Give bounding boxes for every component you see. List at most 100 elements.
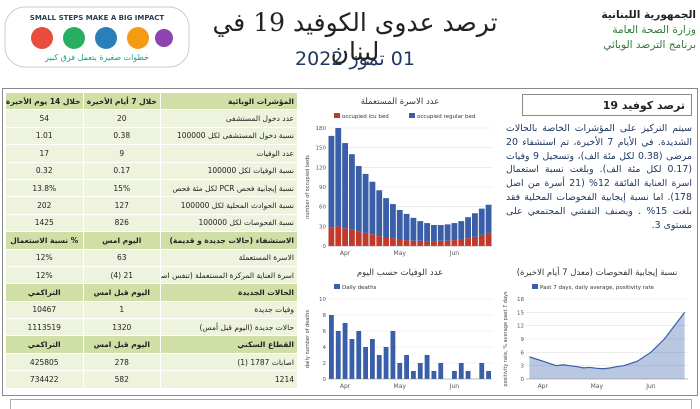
table-row: نسبة الوفيات لكل 100000 0.17 0.32 bbox=[5, 161, 298, 180]
legend-swatch bbox=[532, 284, 538, 289]
table-cell: اليوم امس bbox=[82, 231, 161, 250]
date: 01 تموز 2022 bbox=[295, 48, 415, 70]
table-cell: 202 bbox=[5, 196, 84, 215]
bar bbox=[486, 371, 491, 379]
y-tick-label: 0 bbox=[323, 244, 327, 250]
bar bbox=[390, 331, 396, 379]
summary-text: سيتم التركيز على المؤشرات الخاصة بالحالا… bbox=[506, 123, 693, 231]
table-cell: الحالات الجديدة bbox=[160, 283, 298, 302]
table-cell: 278 bbox=[82, 352, 161, 372]
table-row: 1214 582 734422 bbox=[5, 370, 298, 389]
logo-slogan: SMALL STEPS MAKE A BIG IMPACT bbox=[30, 14, 165, 22]
bar bbox=[424, 355, 430, 379]
bar-segment bbox=[485, 232, 492, 246]
table-cell: 9 bbox=[82, 144, 161, 163]
campaign-logo: SMALL STEPS MAKE A BIG IMPACT خطوات صغير… bbox=[4, 6, 190, 68]
table-cell: المؤشرات الوبائية bbox=[160, 91, 298, 111]
bar bbox=[458, 363, 464, 379]
bar-segment bbox=[376, 236, 383, 246]
table-cell: وفيات جديدة bbox=[160, 300, 298, 320]
table-cell: 63 bbox=[82, 248, 161, 267]
bar-segment bbox=[342, 143, 348, 229]
table-cell: 13.8% bbox=[5, 178, 84, 198]
table-cell: 12% bbox=[5, 265, 84, 285]
y-tick-label: 60 bbox=[319, 205, 326, 211]
bar-segment bbox=[417, 240, 424, 246]
title: ترصد عدوى الكوفيد 19 في لبنان bbox=[212, 8, 498, 66]
bar-segment bbox=[376, 190, 383, 237]
table-cell: 582 bbox=[82, 370, 161, 389]
x-tick-label: Apr bbox=[538, 383, 549, 390]
chart-title: عدد الوفيات حسب اليوم bbox=[356, 268, 444, 278]
table-row: اصابات 1787 (1) 278 425805 bbox=[5, 352, 298, 372]
table-cell: اليوم قبل امس bbox=[82, 335, 161, 354]
table-row: نسبة الحوادث المحلية لكل 100000 127 202 bbox=[5, 196, 298, 215]
table-cell: 734422 bbox=[5, 370, 84, 389]
bar-segment bbox=[444, 240, 451, 246]
table-cell: 20 bbox=[82, 109, 161, 128]
logo-line: برنامج الترصد الوبائي bbox=[603, 39, 696, 51]
table-cell: حالات جديدة (اليوم قبل أمس) bbox=[160, 318, 298, 337]
deaths-chart: daily number of deaths 0 2 4 6 8 10 Daily death… bbox=[305, 284, 492, 390]
bar-segment bbox=[458, 239, 465, 246]
table-cell: نسبة إيجابية فحص PCR لكل مئة فحص bbox=[160, 178, 298, 198]
bar bbox=[417, 363, 423, 379]
x-tick-label: May bbox=[394, 383, 407, 390]
bar-segment bbox=[349, 154, 355, 230]
bar bbox=[356, 331, 362, 379]
y-axis-title: daily number of deaths bbox=[305, 310, 311, 369]
bar-segment bbox=[472, 213, 478, 237]
chart-title: عدد الاسرة المستعملة bbox=[360, 97, 440, 107]
bar bbox=[438, 363, 444, 379]
legend-swatch bbox=[409, 113, 415, 118]
legend-label: occupied regular bed bbox=[417, 114, 475, 120]
bar bbox=[329, 315, 334, 379]
table-cell: 0.32 bbox=[5, 161, 84, 180]
bar-segment bbox=[342, 228, 348, 246]
table-row: نسبة دخول المستشفى لكل 100000 0.38 1.01 bbox=[5, 126, 298, 146]
bar-segment bbox=[355, 231, 362, 246]
table-cell: 1 bbox=[82, 300, 161, 320]
table-cell: عدد الوفيات bbox=[160, 144, 298, 163]
table-cell: % نسبة الاستعمال bbox=[5, 231, 84, 250]
table-cell: 1214 bbox=[160, 370, 298, 389]
bar-segment bbox=[362, 232, 369, 246]
footer-strip bbox=[10, 399, 692, 409]
bar-segment bbox=[451, 223, 458, 241]
legend-label: Daily deaths bbox=[342, 285, 377, 291]
bar-segment bbox=[396, 209, 403, 240]
table-cell: اليوم قبل امس bbox=[82, 283, 161, 302]
legend-label: occupied icu bed bbox=[342, 114, 389, 120]
y-tick-label: 12 bbox=[517, 324, 524, 330]
bar-segment bbox=[444, 224, 451, 241]
y-tick-label: 30 bbox=[319, 224, 326, 230]
table-cell: خلال 7 أيام الأخيرة bbox=[82, 91, 161, 111]
logo-dot bbox=[31, 27, 53, 49]
y-tick-label: 4 bbox=[323, 345, 327, 351]
bar-segment bbox=[383, 237, 389, 246]
positivity-chart: positivity rate, % average past 7 days 0 3… bbox=[503, 284, 688, 390]
legend-label: Past 7 days, daily average, positivity r… bbox=[540, 285, 655, 291]
logo-arabic: خطوات صغيرة بتعمل فرق كبير bbox=[44, 53, 149, 62]
table-cell: 1113519 bbox=[5, 318, 84, 337]
bar bbox=[397, 363, 403, 379]
table-cell: 21 (4) bbox=[82, 265, 161, 285]
area bbox=[529, 312, 685, 379]
y-tick-label: 8 bbox=[323, 313, 327, 319]
y-axis-title: number of occupied beds bbox=[305, 155, 311, 219]
table-cell: خلال 14 يوم الأخيرة bbox=[5, 91, 84, 111]
bar-segment bbox=[349, 229, 355, 246]
table-cell: عدد دخول المستشفى bbox=[160, 109, 298, 128]
y-tick-label: 6 bbox=[323, 329, 327, 335]
bar-segment bbox=[335, 128, 342, 227]
bar-segment bbox=[403, 213, 410, 241]
logo-line: الجمهورية اللبنانية bbox=[601, 9, 696, 21]
table-cell: 10467 bbox=[5, 300, 84, 320]
table-row: حالات جديدة (اليوم قبل أمس) 1320 1113519 bbox=[5, 318, 298, 337]
table-row: الاسرة المستعملة 63 12% bbox=[5, 248, 298, 267]
table-cell: الاسرة المستعملة bbox=[160, 248, 298, 267]
bar-segment bbox=[369, 234, 376, 246]
logo-dot bbox=[155, 29, 173, 47]
bar-segment bbox=[478, 234, 485, 246]
